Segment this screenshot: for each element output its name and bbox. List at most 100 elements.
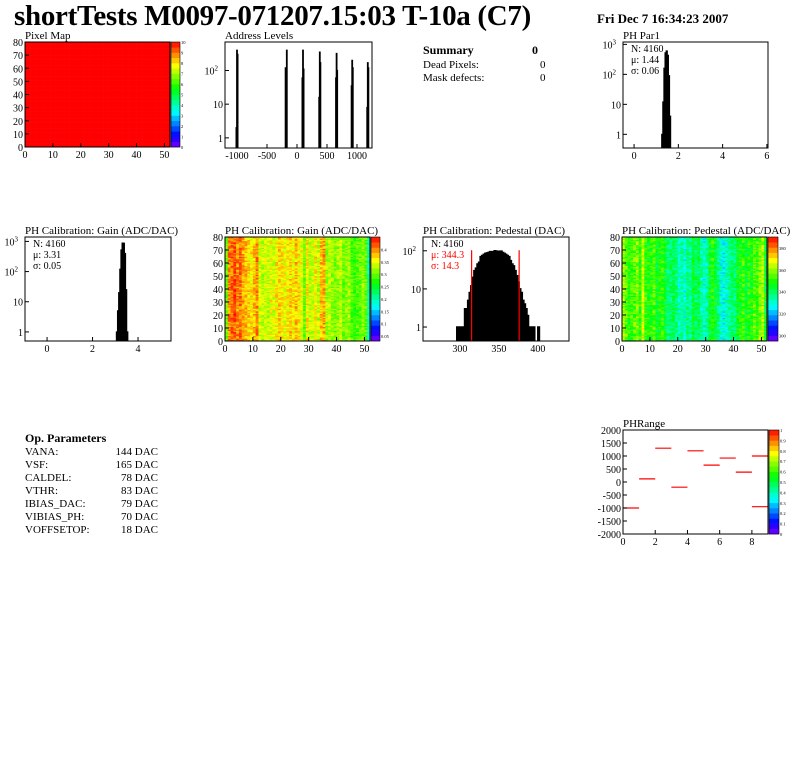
heatmap-cell: [153, 129, 157, 132]
heatmap-cell: [230, 273, 234, 275]
heatmap-cell: [225, 256, 229, 259]
heatmap-cell: [111, 136, 115, 139]
heatmap-cell: [41, 64, 45, 66]
heatmap-cell: [83, 51, 87, 53]
heatmap-cell: [167, 131, 171, 133]
heatmap-cell: [41, 44, 45, 47]
heatmap-cell: [103, 48, 107, 51]
heatmap-cell: [36, 55, 40, 57]
heatmap-cell: [33, 99, 37, 102]
heatmap-cell: [156, 133, 160, 136]
heatmap-cell: [133, 126, 137, 128]
heatmap-cell: [61, 72, 65, 74]
heatmap-cell: [164, 61, 168, 64]
heatmap-cell: [100, 82, 104, 85]
heatmap-cell: [44, 53, 48, 56]
heatmap-cell: [117, 133, 121, 136]
heatmap-cell: [72, 136, 76, 139]
heatmap-cell: [130, 136, 135, 139]
heatmap-cell: [97, 143, 101, 145]
heatmap-cell: [61, 55, 65, 57]
heatmap-cell: [133, 139, 137, 141]
heatmap-cell: [153, 59, 157, 61]
heatmap-cell: [47, 51, 51, 53]
heatmap-cell: [41, 123, 45, 125]
y-tick-label: 50: [13, 77, 23, 88]
heatmap-cell: [66, 108, 70, 111]
heatmap-cell: [69, 101, 73, 103]
heatmap-cell: [150, 118, 154, 120]
heatmap-cell: [133, 105, 137, 107]
heatmap-cell: [114, 95, 118, 98]
heatmap-cell: [83, 116, 87, 119]
heatmap-cell: [83, 55, 87, 57]
heatmap-cell: [52, 132, 56, 135]
heatmap-cell: [77, 91, 82, 94]
chart-title: PH Calibration: Gain (ADC/DAC): [25, 225, 178, 237]
heatmap-cell: [236, 322, 240, 325]
heatmap-cell: [100, 53, 104, 56]
heatmap-cell: [91, 73, 96, 76]
heatmap-cell: [61, 44, 65, 47]
heatmap-cell: [36, 133, 40, 136]
heatmap-cell: [72, 69, 76, 72]
heatmap-cell: [114, 102, 118, 104]
heatmap-cell: [136, 99, 140, 102]
heatmap-cell: [69, 126, 73, 128]
heatmap-cell: [147, 119, 151, 122]
heatmap-cell: [153, 94, 157, 97]
heatmap-cell: [233, 243, 237, 246]
heatmap-cell: [164, 95, 168, 98]
heatmap-cell: [119, 78, 123, 81]
heatmap-cell: [114, 123, 118, 125]
heatmap-cell: [52, 135, 56, 137]
heatmap-cell: [133, 53, 137, 56]
heatmap-cell: [64, 126, 68, 128]
heatmap-cell: [47, 76, 51, 78]
heatmap-cell: [225, 324, 229, 326]
heatmap-cell: [227, 238, 231, 240]
heatmap-cell: [86, 123, 90, 125]
heatmap-cell: [105, 86, 109, 89]
heatmap-cell: [156, 106, 160, 108]
heatmap-cell: [130, 139, 135, 141]
heatmap-cell: [89, 42, 93, 44]
heatmap-cell: [86, 105, 90, 107]
heatmap-cell: [75, 57, 79, 60]
heatmap-cell: [64, 105, 68, 107]
heatmap-cell: [227, 239, 231, 242]
heatmap-cell: [108, 64, 112, 66]
heatmap-cell: [161, 140, 165, 143]
heatmap-cell: [161, 144, 165, 146]
palette-swatch: [171, 120, 180, 127]
heatmap-cell: [122, 97, 126, 99]
heatmap-cell: [227, 282, 231, 285]
heatmap-cell: [72, 60, 76, 62]
heatmap-cell: [72, 72, 76, 74]
heatmap-cell: [236, 325, 240, 327]
heatmap-cell: [36, 116, 40, 119]
heatmap-cell: [30, 69, 34, 72]
heatmap-cell: [128, 110, 132, 112]
heatmap-cell: [241, 285, 245, 287]
heatmap-cell: [44, 101, 48, 103]
heatmap-cell: [133, 89, 137, 91]
heatmap-cell: [44, 91, 48, 94]
heatmap-cell: [50, 45, 54, 48]
heatmap-cell: [230, 285, 234, 287]
heatmap-cell: [97, 52, 101, 55]
heatmap-cell: [130, 122, 135, 124]
heatmap-cell: [61, 48, 65, 51]
heatmap-cell: [114, 139, 118, 141]
heatmap-cell: [119, 85, 123, 87]
heatmap-cell: [241, 253, 245, 256]
heatmap-cell: [150, 105, 154, 107]
heatmap-cell: [55, 56, 59, 59]
heatmap-cell: [25, 135, 29, 137]
heatmap-cell: [30, 124, 34, 127]
heatmap-cell: [147, 114, 151, 116]
heatmap-cell: [238, 298, 243, 300]
heatmap-cell: [233, 261, 237, 264]
heatmap-cell: [230, 329, 234, 331]
x-tick-label: 30: [104, 150, 114, 161]
